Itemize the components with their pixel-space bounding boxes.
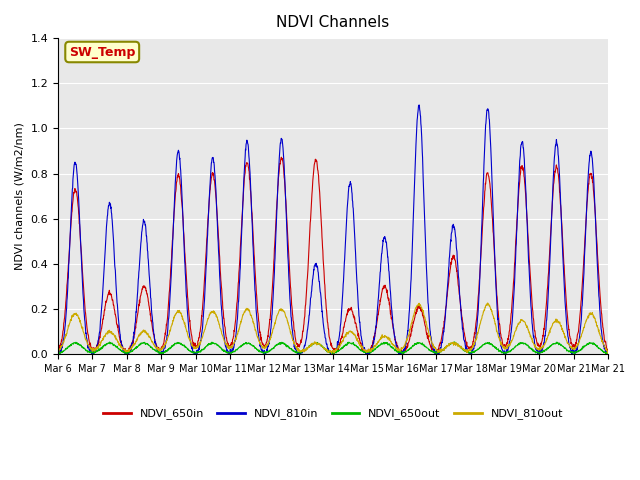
NDVI_650in bbox=[232, 307, 240, 313]
NDVI_650in bbox=[344, 310, 351, 315]
NDVI_650in bbox=[575, 329, 582, 335]
NDVI_810in bbox=[574, 341, 582, 347]
NDVI_650out bbox=[451, 339, 458, 345]
NDVI_810in bbox=[54, 351, 62, 357]
NDVI_810in bbox=[254, 327, 262, 333]
NDVI_810out bbox=[604, 349, 612, 355]
NDVI_650out bbox=[54, 351, 62, 357]
Legend: NDVI_650in, NDVI_810in, NDVI_650out, NDVI_810out: NDVI_650in, NDVI_810in, NDVI_650out, NDV… bbox=[99, 404, 568, 424]
NDVI_650in bbox=[278, 154, 285, 160]
NDVI_650in bbox=[363, 351, 371, 357]
Text: SW_Temp: SW_Temp bbox=[69, 46, 136, 59]
NDVI_810out bbox=[572, 346, 579, 352]
NDVI_650out bbox=[575, 348, 582, 354]
NDVI_650out bbox=[194, 349, 202, 355]
NDVI_650out bbox=[254, 348, 262, 353]
NDVI_810out bbox=[54, 348, 62, 354]
NDVI_650in bbox=[54, 348, 62, 353]
NDVI_650out bbox=[157, 351, 164, 357]
Line: NDVI_810in: NDVI_810in bbox=[58, 105, 608, 354]
NDVI_810out bbox=[328, 350, 335, 356]
NDVI_810in bbox=[415, 102, 423, 108]
NDVI_650in bbox=[193, 342, 201, 348]
NDVI_810in bbox=[232, 328, 240, 334]
NDVI_810in bbox=[572, 350, 579, 356]
NDVI_810out bbox=[254, 334, 262, 339]
NDVI_650out bbox=[572, 350, 579, 356]
NDVI_810out bbox=[193, 344, 201, 349]
NDVI_650in bbox=[604, 348, 612, 354]
Y-axis label: NDVI channels (W/m2/nm): NDVI channels (W/m2/nm) bbox=[15, 122, 25, 270]
Line: NDVI_650out: NDVI_650out bbox=[58, 342, 608, 354]
NDVI_650in bbox=[572, 344, 579, 349]
NDVI_810out bbox=[575, 342, 582, 348]
NDVI_810in bbox=[193, 350, 201, 356]
NDVI_650in bbox=[254, 310, 262, 315]
Line: NDVI_810out: NDVI_810out bbox=[58, 303, 608, 353]
NDVI_650out bbox=[344, 339, 351, 345]
NDVI_810in bbox=[604, 351, 612, 357]
NDVI_810out bbox=[484, 300, 492, 306]
NDVI_810out bbox=[232, 335, 240, 341]
NDVI_650out bbox=[233, 347, 241, 352]
Title: NDVI Channels: NDVI Channels bbox=[276, 15, 390, 30]
Line: NDVI_650in: NDVI_650in bbox=[58, 157, 608, 354]
NDVI_810out bbox=[344, 330, 351, 336]
NDVI_810in bbox=[344, 201, 351, 207]
NDVI_650out bbox=[604, 350, 612, 356]
